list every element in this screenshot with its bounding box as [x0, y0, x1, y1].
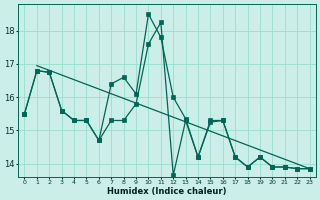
- X-axis label: Humidex (Indice chaleur): Humidex (Indice chaleur): [107, 187, 227, 196]
